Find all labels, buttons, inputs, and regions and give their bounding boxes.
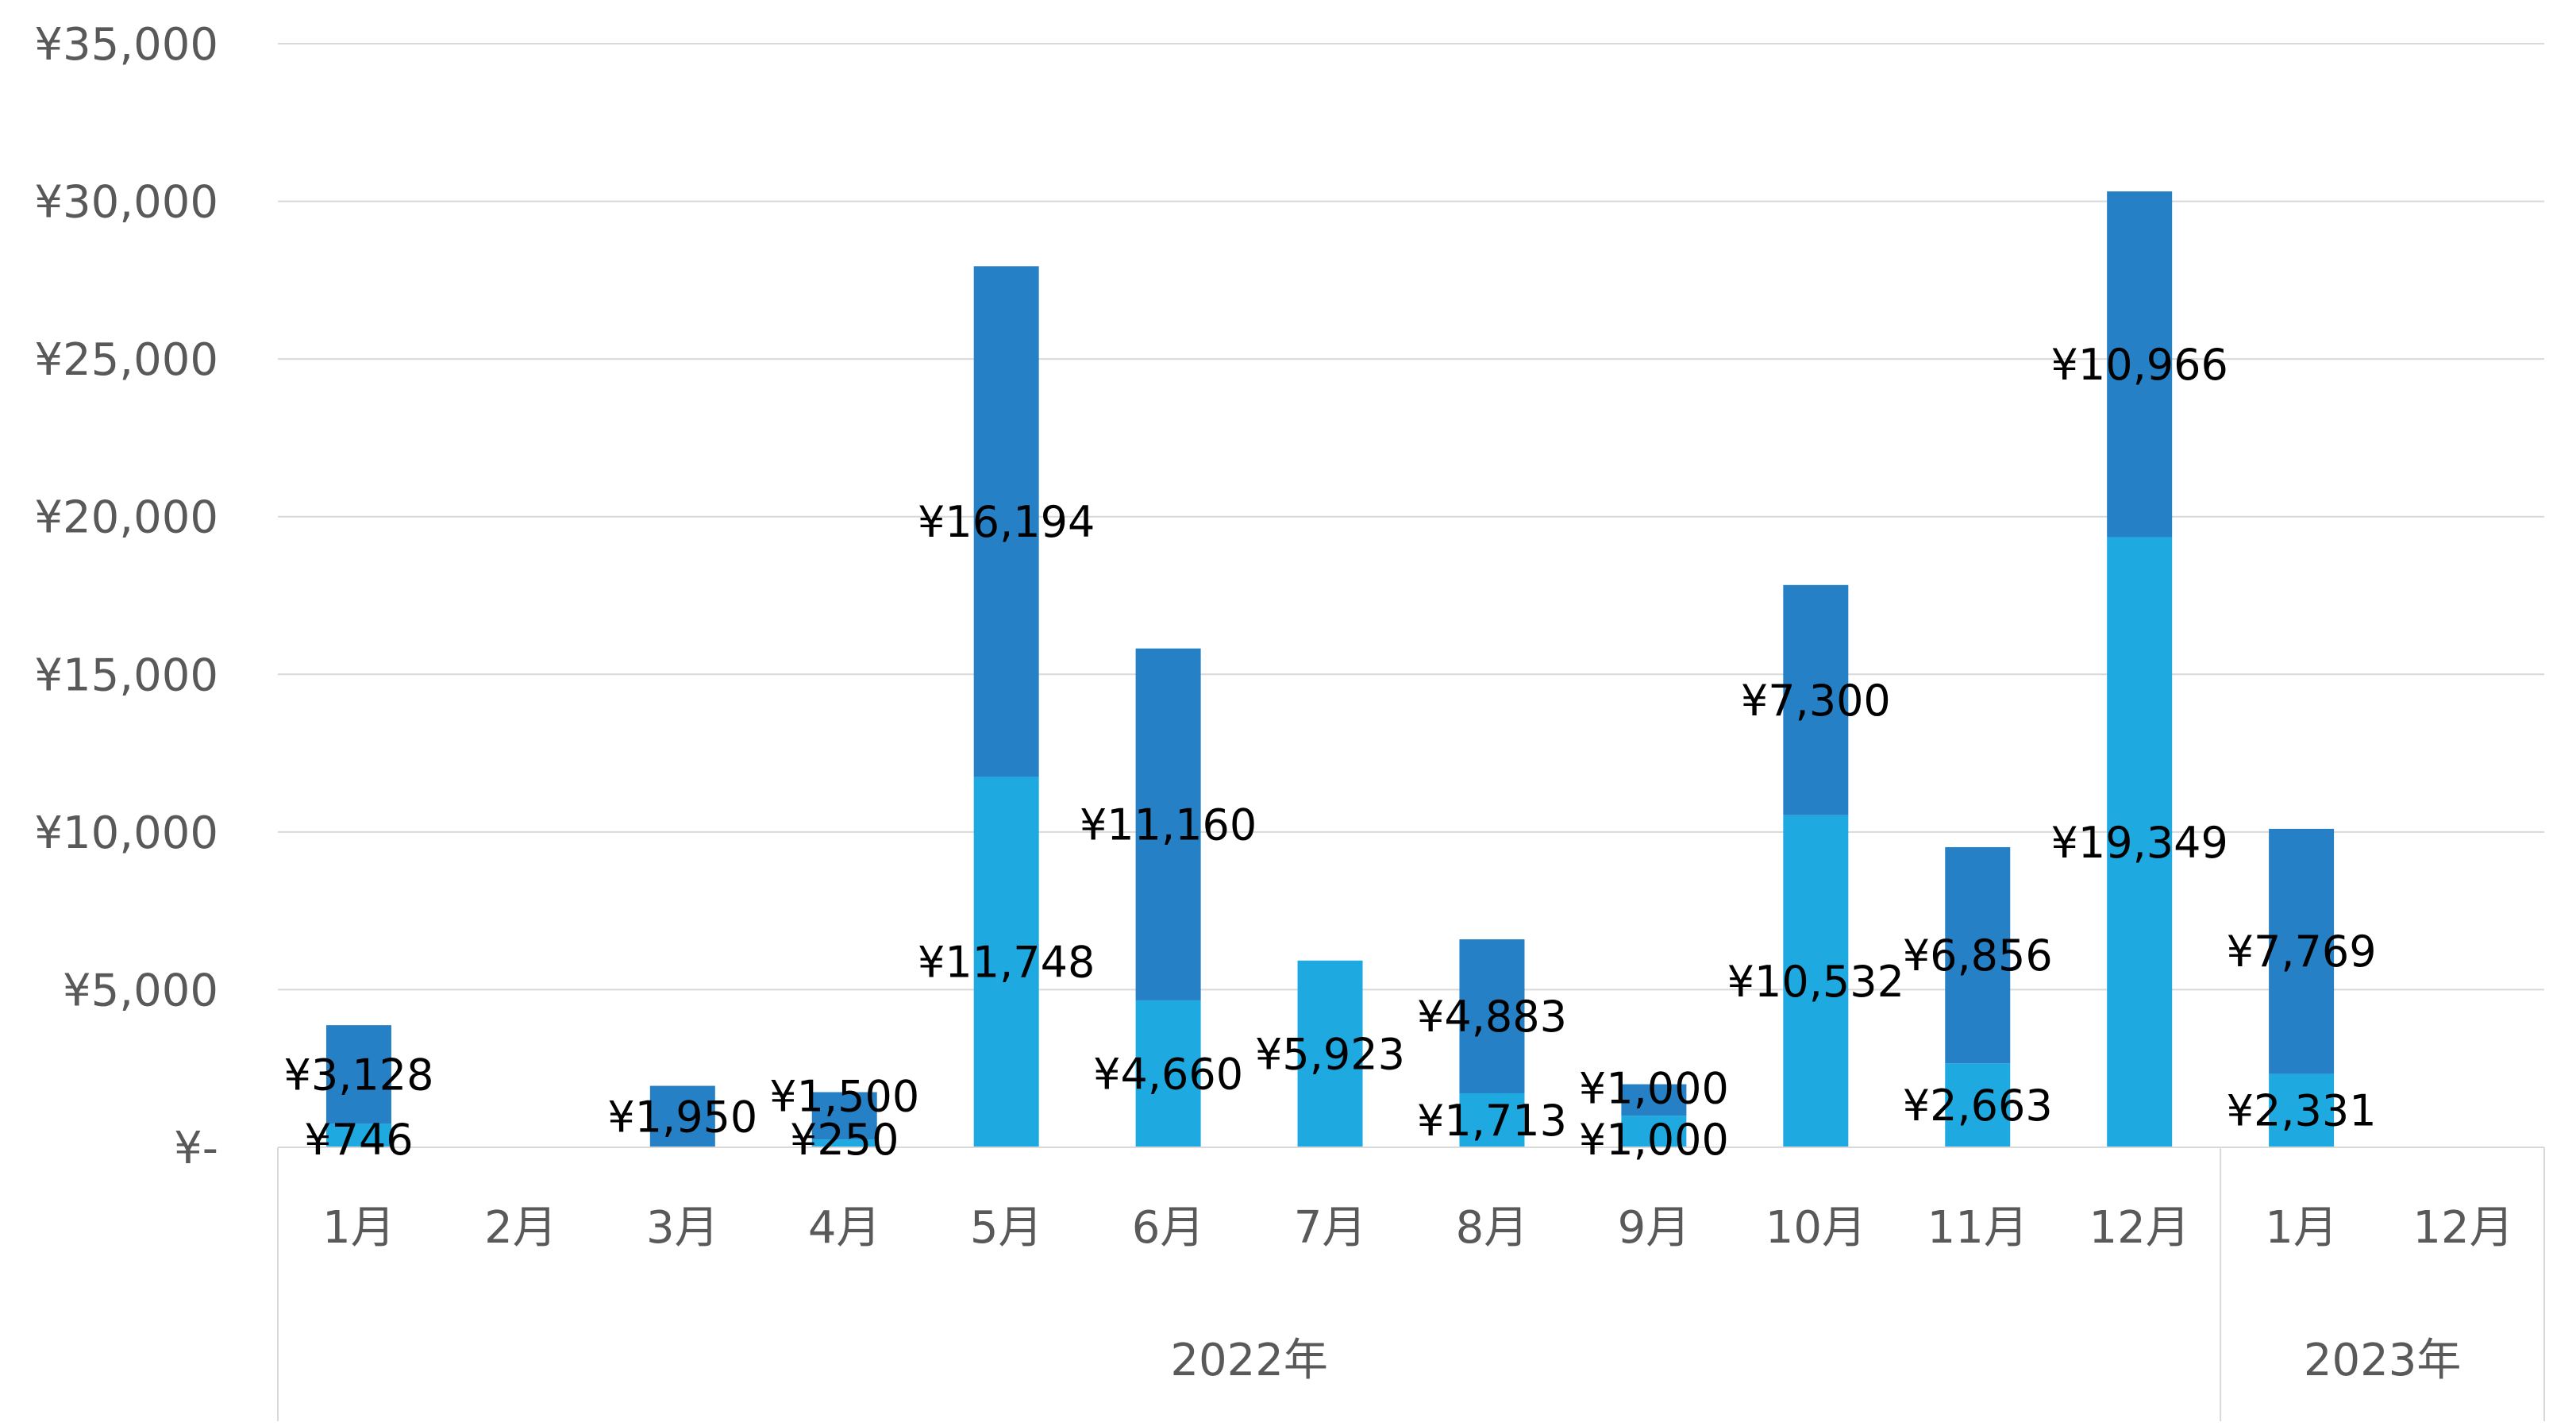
bar-segment [2269,828,2335,1074]
y-tick-label: ¥- [174,1123,218,1174]
bar-segment [973,777,1039,1147]
y-tick-label: ¥20,000 [34,492,218,544]
x-tick-label: 12月 [2412,1202,2513,1254]
bar-segment [1297,960,1363,1147]
bar-segment [1945,1063,2011,1147]
x-tick-label: 5月 [970,1202,1043,1254]
data-labels: ¥746 ¥3,128 ¥1,950 ¥250¥1,500 ¥11,748 ¥16,194… [283,340,2376,1165]
data-label: ¥10,966 [2051,340,2228,390]
data-label: ¥4,660 [1093,1049,1243,1099]
x-tick-label: 7月 [1294,1202,1367,1254]
bar-segment [325,1025,391,1124]
data-label: ¥1,000 [1579,1115,1729,1165]
x-group-label: 2023年 [2304,1335,2462,1386]
data-label: ¥11,160 [1080,800,1257,850]
x-tick-label: 2月 [484,1202,557,1254]
data-label: ¥4,883 [1417,992,1567,1042]
bar-segment [2107,191,2173,538]
bar-segment [1135,648,1201,1000]
data-label: ¥2,331 [2227,1086,2377,1136]
y-tick-label: ¥15,000 [34,649,218,701]
x-group-label: 2022年 [1170,1335,1328,1386]
data-label: ¥250 [790,1115,899,1165]
data-label: ¥5,923 [1255,1029,1405,1079]
bar-segment [325,1123,391,1147]
bar-segment [1783,584,1849,815]
bar-segment [2107,537,2173,1147]
y-tick-label: ¥5,000 [63,965,218,1016]
x-tick-label: 9月 [1618,1202,1691,1254]
bar-segment [1459,939,1525,1093]
data-label: ¥7,769 [2227,927,2377,977]
data-label: ¥16,194 [918,497,1095,547]
data-label: ¥1,000 [1579,1064,1729,1114]
bars [325,191,2335,1147]
data-label: ¥2,663 [1903,1081,2053,1131]
data-label: ¥10,532 [1727,957,1904,1007]
data-label: ¥19,349 [2051,818,2228,868]
x-tick-label: 1月 [322,1202,395,1254]
bar-segment [811,1092,877,1140]
bar-segment [1783,815,1849,1147]
bar-segment [1621,1084,1687,1116]
gridlines [278,43,2544,1148]
bar-segment [973,266,1039,777]
x-axis [277,1147,2545,1421]
data-label: ¥3,128 [283,1050,433,1100]
bar-segment [1621,1116,1687,1147]
x-axis-ticks: 1月 2月 3月 4月 5月 6月 7月 8月 9月 10月 11月 12月 1月 12月 [322,1202,2514,1254]
data-label: ¥746 [304,1115,413,1165]
bar-segment [1459,1093,1525,1147]
data-label: ¥1,713 [1417,1096,1567,1146]
y-tick-label: ¥30,000 [34,177,218,229]
bar-segment [2269,1073,2335,1147]
bar-segment [1135,1000,1201,1147]
x-tick-label: 11月 [1927,1202,2028,1254]
x-tick-label: 8月 [1456,1202,1529,1254]
y-tick-label: ¥10,000 [34,807,218,859]
y-tick-label: ¥35,000 [34,19,218,71]
data-label: ¥1,500 [769,1072,919,1122]
y-axis-ticks: ¥- ¥5,000 ¥10,000 ¥15,000 ¥20,000 ¥25,000 ¥30,… [34,19,218,1174]
x-tick-label: 10月 [1765,1202,1866,1254]
x-axis-groups: 2022年 2023年 [1170,1335,2461,1386]
bar-segment [811,1139,877,1147]
x-tick-label: 6月 [1132,1202,1205,1254]
bar-segment [1945,846,2011,1064]
data-label: ¥7,300 [1741,676,1891,726]
data-label: ¥6,856 [1903,931,2053,981]
x-tick-label: 4月 [808,1202,881,1254]
data-label: ¥11,748 [918,938,1095,988]
bar-segment [649,1085,715,1147]
x-tick-label: 1月 [2265,1202,2338,1254]
y-tick-label: ¥25,000 [34,334,218,386]
x-tick-label: 12月 [2089,1202,2190,1254]
data-label: ¥1,950 [607,1092,757,1142]
x-tick-label: 3月 [646,1202,719,1254]
